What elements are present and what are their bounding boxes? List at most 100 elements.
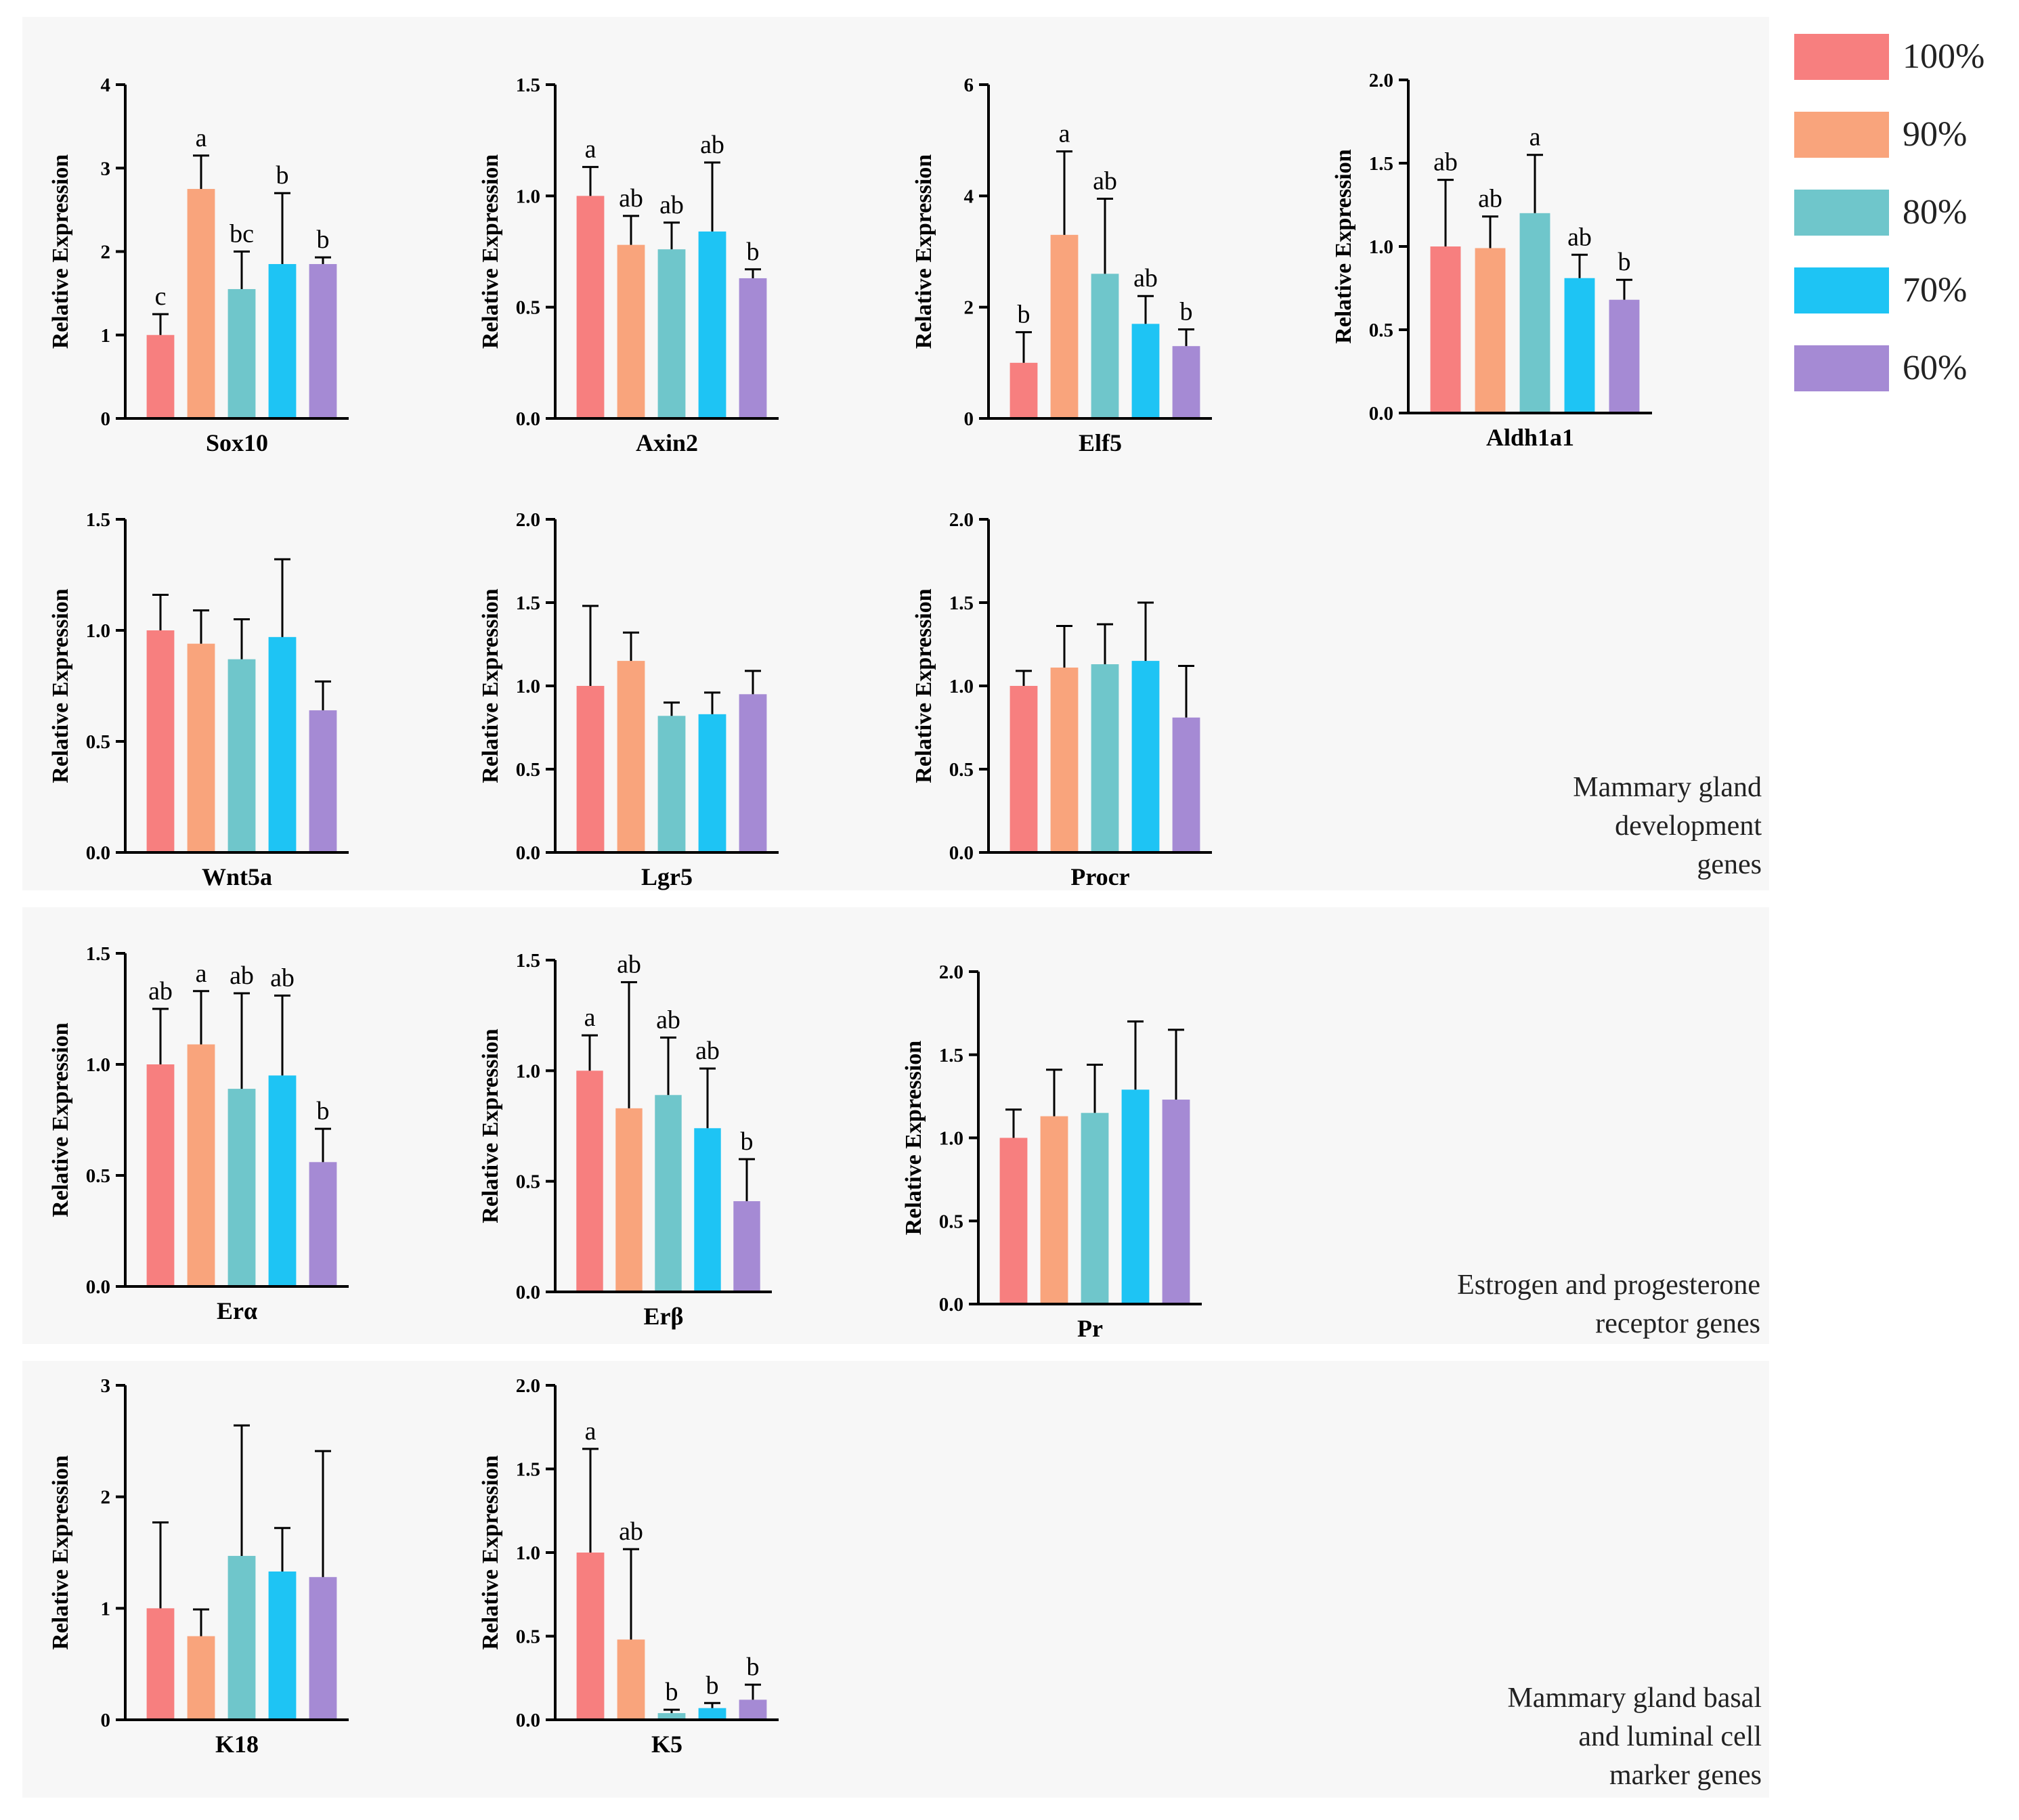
gene-label: Sox10 [206,429,268,456]
y-tick-label: 1.0 [516,1542,540,1564]
significance-letter: b [741,1127,754,1156]
section-line: Estrogen and progesterone [1457,1270,1760,1301]
significance-letter: a [1059,120,1070,148]
bar-80 [227,288,256,417]
legend-swatch-100 [1794,34,1889,80]
bar-90 [1050,234,1079,417]
bar-100 [1430,246,1461,412]
bar-90 [187,643,215,851]
chart-sox10: 0 1 2 3 4 Relative Expression Sox10 c a bc b b [48,74,349,456]
section-line: genes [1697,849,1762,880]
y-axis-label: Relative Expression [48,588,73,783]
significance-letter: b [317,225,330,254]
y-tick-label: 1.0 [516,1060,540,1082]
bar-100 [576,1553,605,1718]
y-axis-label: Relative Expression [901,1041,926,1236]
y-tick-label: 0.0 [1369,403,1393,425]
bar-90 [187,1044,215,1285]
significance-letter: a [585,135,596,164]
bar-90 [617,661,645,851]
bar-60 [739,1699,767,1718]
significance-letter: c [155,282,167,311]
legend-label-70: 70% [1903,271,1968,309]
y-tick-label: 1.0 [516,186,540,207]
bar-80 [657,1713,686,1718]
bar-60 [1162,1100,1190,1303]
y-axis-label: Relative Expression [478,1028,503,1223]
y-tick-label: 0.5 [516,297,540,319]
y-tick-label: 0.5 [516,1626,540,1648]
legend-label-60: 60% [1903,349,1968,387]
bar-80 [1091,664,1119,851]
chart-aldh1a1: 0.0 0.5 1.0 1.5 2.0 Relative Expression Aldh1a… [1331,70,1652,451]
bar-60 [733,1201,760,1291]
significance-letter: a [585,1417,596,1446]
significance-letter: ab [270,963,295,992]
y-tick-label: 3 [101,1375,111,1397]
bar-100 [146,1064,175,1285]
gene-label: Erβ [644,1303,684,1330]
legend-item-80: 80% [1794,190,2018,237]
bar-90 [187,189,215,417]
y-tick-label: 2.0 [939,961,963,983]
y-tick-label: 0.0 [516,1282,540,1303]
section-line: Mammary gland basal [1507,1683,1762,1714]
section-line: receptor genes [1595,1308,1760,1339]
section-line: and luminal cell [1578,1721,1762,1752]
chart-lgr5: 0.0 0.5 1.0 1.5 2.0 Relative Expression Lgr5 [478,509,779,890]
legend-swatch-70 [1794,267,1889,313]
y-tick-label: 0.0 [86,1276,110,1298]
bar-100 [576,686,605,851]
y-tick-label: 0.5 [86,731,110,753]
bar-60 [309,263,337,417]
significance-letter: b [1018,301,1030,329]
bar-70 [268,1075,297,1285]
chart-pr: 0.0 0.5 1.0 1.5 2.0 Relative Expression Pr [901,961,1202,1342]
significance-letter: ab [148,977,173,1005]
significance-letter: ab [619,1517,643,1546]
gene-label: K5 [651,1731,682,1758]
bar-80 [227,1555,256,1718]
significance-letter: b [276,161,289,190]
significance-letter: a [196,959,207,988]
section-line: development [1615,810,1762,842]
significance-letter: ab [617,951,641,979]
y-tick-label: 2.0 [516,509,540,531]
bar-70 [268,263,297,417]
y-tick-label: 0.0 [939,1294,963,1316]
legend-item-60: 60% [1794,345,2018,393]
significance-letter: bc [230,220,254,248]
bar-70 [268,1571,297,1718]
section-line: marker genes [1609,1760,1762,1791]
significance-letter: ab [1567,223,1592,251]
y-axis-label: Relative Expression [478,588,503,783]
gene-label: Pr [1077,1315,1103,1342]
y-tick-label: 1.5 [1369,153,1393,175]
section-label-receptor: Estrogen and progesterone receptor genes [1457,1266,1760,1343]
y-tick-label: 0.5 [516,1171,540,1193]
y-tick-label: 0.0 [949,842,974,864]
y-tick-label: 0.0 [516,408,540,430]
chart-procr: 0.0 0.5 1.0 1.5 2.0 Relative Expression Procr [911,509,1212,890]
bar-60 [739,694,767,851]
bar-100 [999,1138,1028,1303]
y-tick-label: 1.5 [516,74,540,96]
legend-swatch-90 [1794,112,1889,158]
bar-60 [1172,346,1200,417]
y-tick-label: 0.0 [516,1710,540,1731]
bar-80 [657,716,686,851]
legend-swatch-80 [1794,190,1889,236]
y-tick-label: 1.0 [1369,236,1393,258]
bar-70 [1121,1089,1150,1303]
y-tick-label: 2 [964,297,974,319]
y-tick-label: 0.5 [949,759,974,781]
y-tick-label: 1.0 [86,620,110,642]
y-tick-label: 0 [101,408,111,430]
bar-70 [694,1128,721,1291]
significance-letter: b [747,1653,760,1681]
gene-label: Procr [1070,863,1129,890]
y-tick-label: 0.0 [516,842,540,864]
bar-60 [309,1577,337,1718]
